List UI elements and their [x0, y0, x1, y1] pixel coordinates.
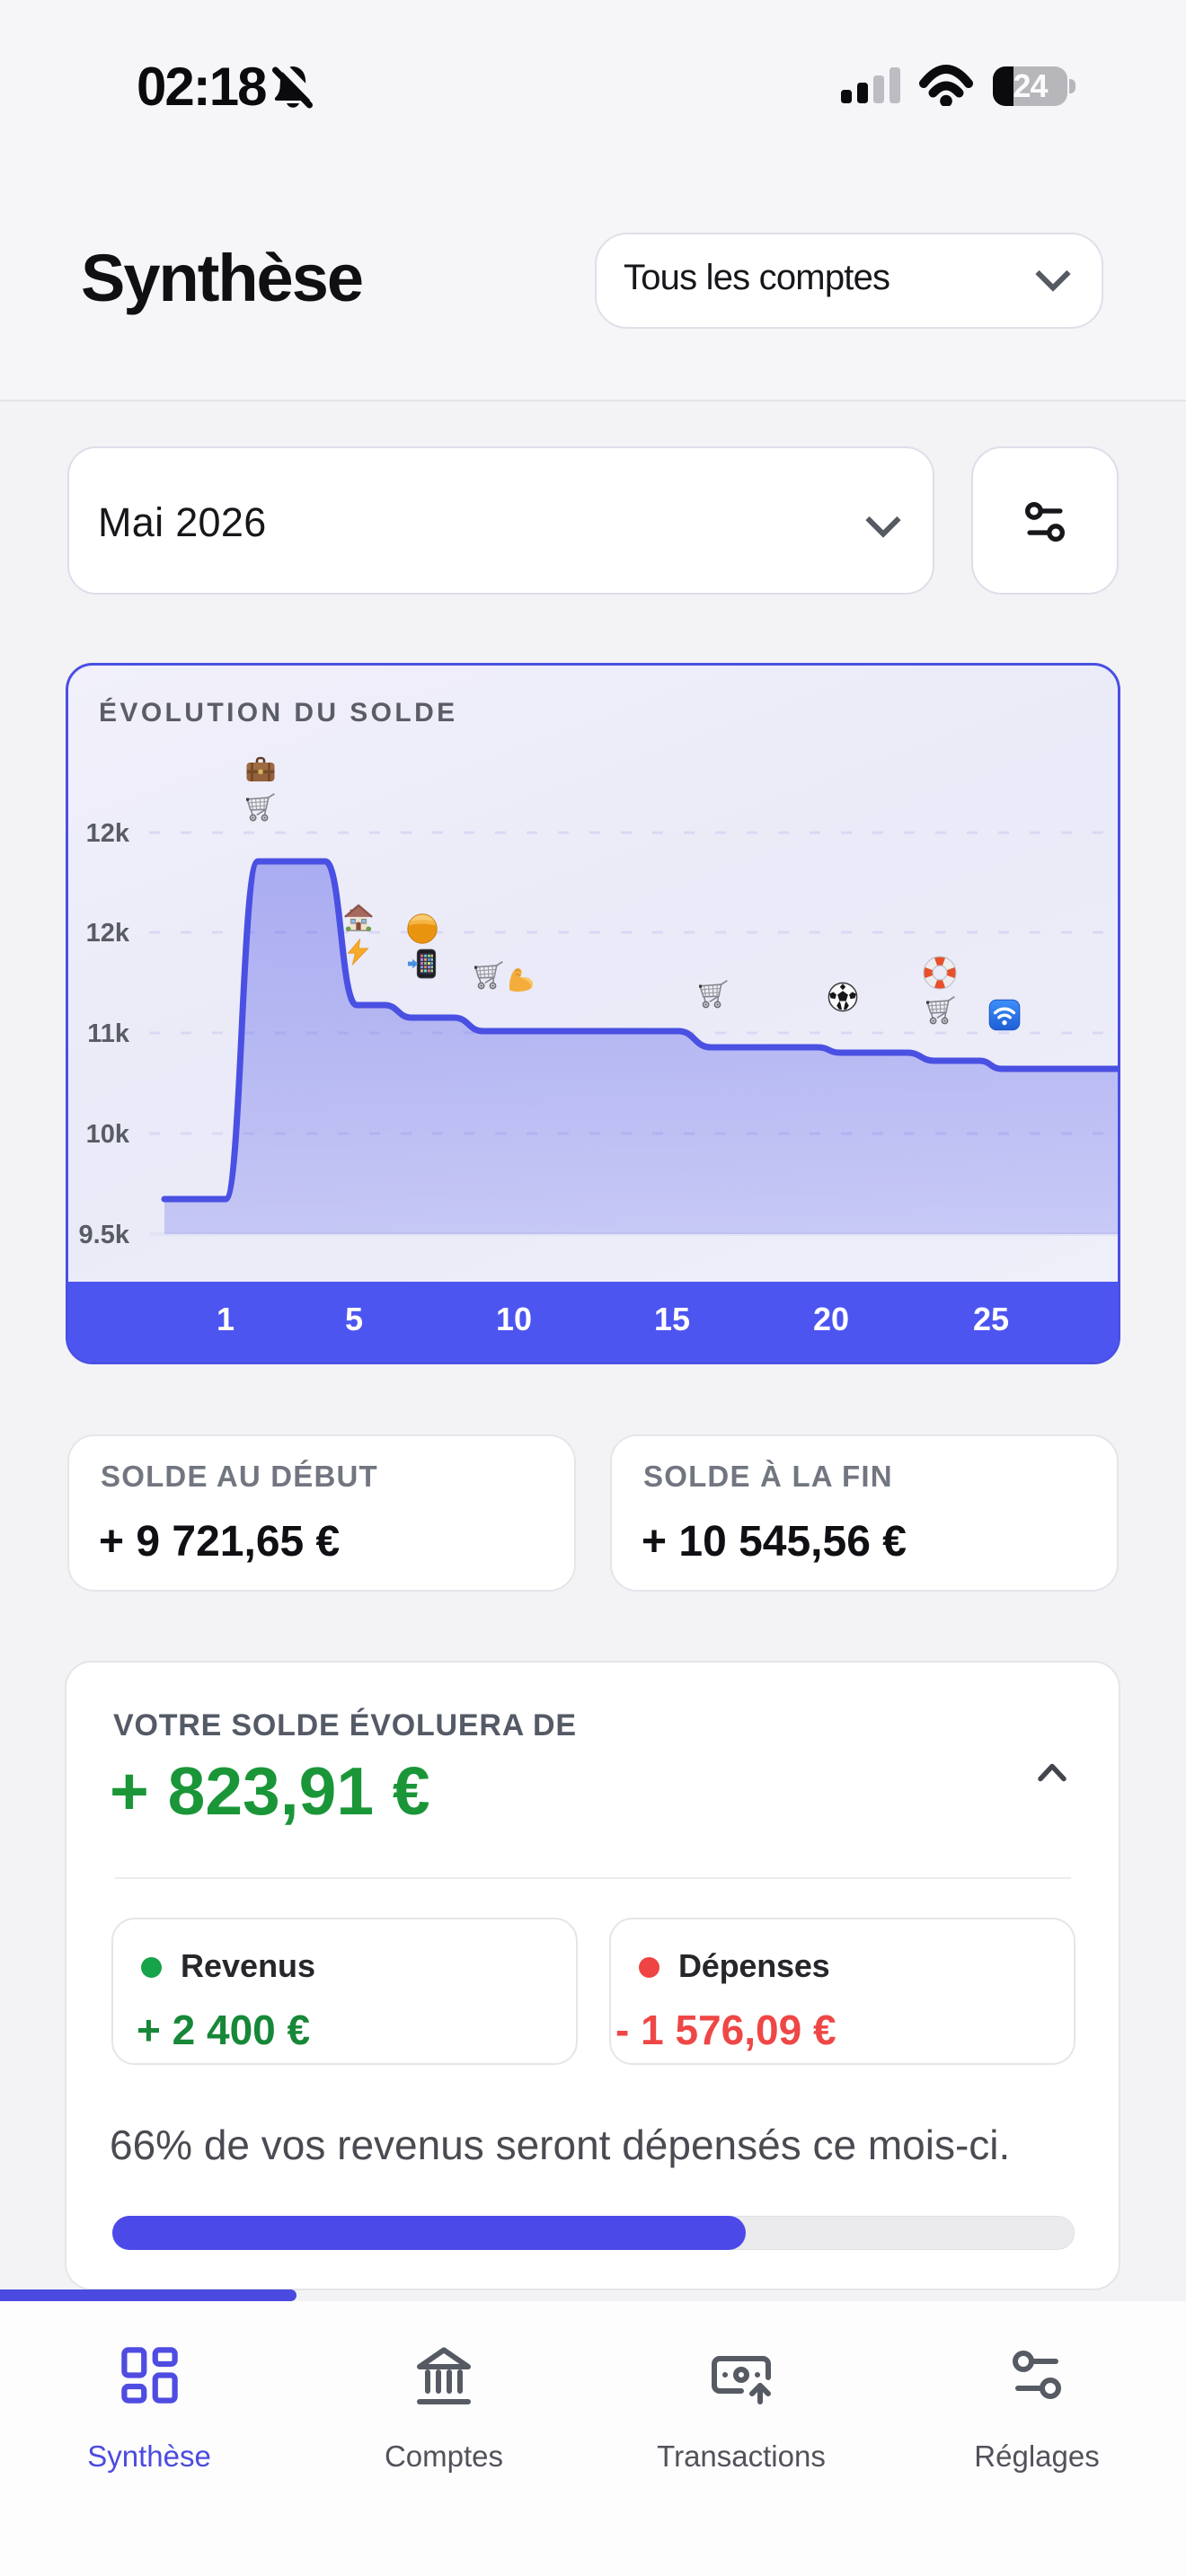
svg-text:12k: 12k: [86, 919, 130, 948]
svg-text:10k: 10k: [86, 1120, 130, 1149]
svg-text:11k: 11k: [87, 1019, 130, 1048]
svg-text:9.5k: 9.5k: [79, 1221, 130, 1249]
svg-text:12k: 12k: [86, 819, 130, 848]
